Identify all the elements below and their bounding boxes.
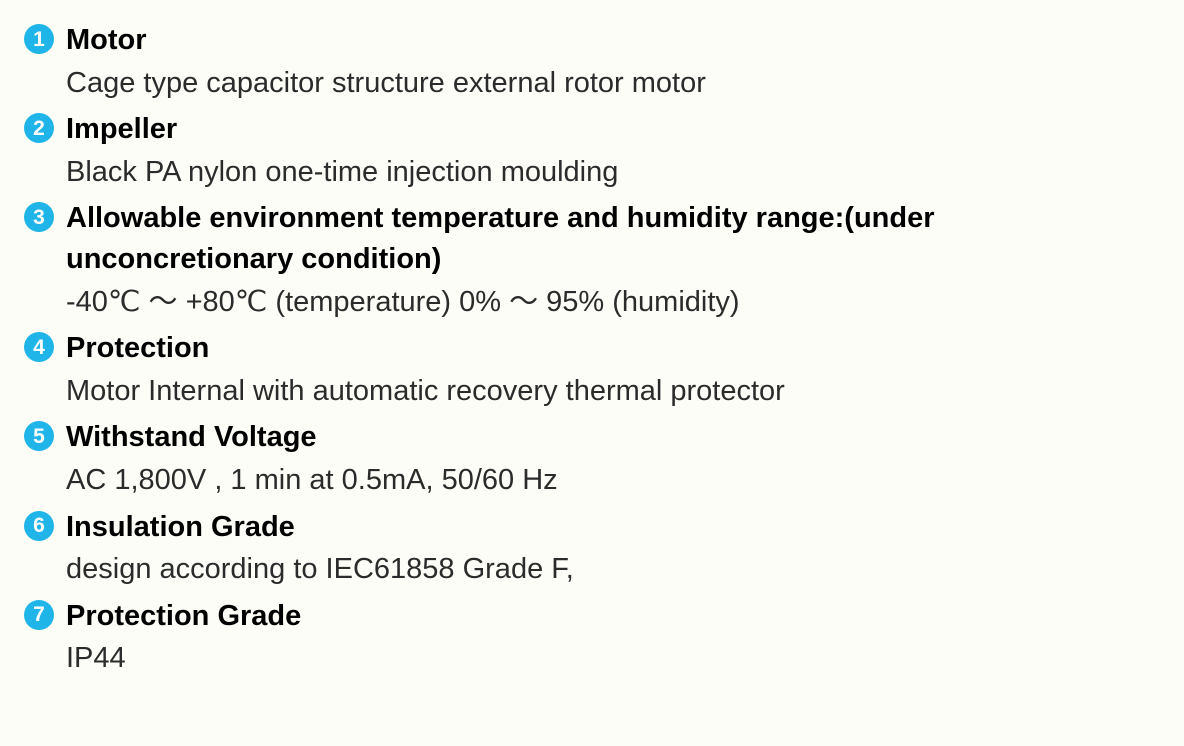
spec-title: Protection — [66, 328, 209, 369]
spec-description: AC 1,800V , 1 min at 0.5mA, 50/60 Hz — [66, 460, 1160, 501]
spec-header: 1 Motor — [24, 20, 1160, 61]
bullet-number-icon: 1 — [24, 24, 54, 54]
spec-description: Motor Internal with automatic recovery t… — [66, 371, 1160, 412]
bullet-number-icon: 2 — [24, 113, 54, 143]
spec-title: Allowable environment temperature and hu… — [66, 198, 1160, 279]
bullet-number-icon: 6 — [24, 511, 54, 541]
spec-header: 4 Protection — [24, 328, 1160, 369]
spec-title: Motor — [66, 20, 147, 61]
bullet-number-icon: 7 — [24, 600, 54, 630]
list-item: 2 Impeller Black PA nylon one-time injec… — [24, 109, 1160, 192]
spec-list: 1 Motor Cage type capacitor structure ex… — [24, 20, 1160, 679]
spec-title: Withstand Voltage — [66, 417, 317, 458]
spec-description: -40℃ ～ +80℃ (temperature) 0% ～ 95% (humi… — [66, 282, 1160, 323]
list-item: 1 Motor Cage type capacitor structure ex… — [24, 20, 1160, 103]
list-item: 5 Withstand Voltage AC 1,800V , 1 min at… — [24, 417, 1160, 500]
spec-title: Impeller — [66, 109, 177, 150]
list-item: 7 Protection Grade IP44 — [24, 596, 1160, 679]
spec-header: 2 Impeller — [24, 109, 1160, 150]
list-item: 3 Allowable environment temperature and … — [24, 198, 1160, 322]
spec-description: Cage type capacitor structure external r… — [66, 63, 1160, 104]
spec-header: 6 Insulation Grade — [24, 507, 1160, 548]
spec-description: design according to IEC61858 Grade F, — [66, 549, 1160, 590]
bullet-number-icon: 3 — [24, 202, 54, 232]
spec-header: 5 Withstand Voltage — [24, 417, 1160, 458]
spec-title: Insulation Grade — [66, 507, 295, 548]
spec-description: IP44 — [66, 638, 1160, 679]
spec-header: 3 Allowable environment temperature and … — [24, 198, 1160, 279]
spec-header: 7 Protection Grade — [24, 596, 1160, 637]
bullet-number-icon: 4 — [24, 332, 54, 362]
list-item: 6 Insulation Grade design according to I… — [24, 507, 1160, 590]
spec-title: Protection Grade — [66, 596, 301, 637]
spec-description: Black PA nylon one-time injection mouldi… — [66, 152, 1160, 193]
list-item: 4 Protection Motor Internal with automat… — [24, 328, 1160, 411]
bullet-number-icon: 5 — [24, 421, 54, 451]
